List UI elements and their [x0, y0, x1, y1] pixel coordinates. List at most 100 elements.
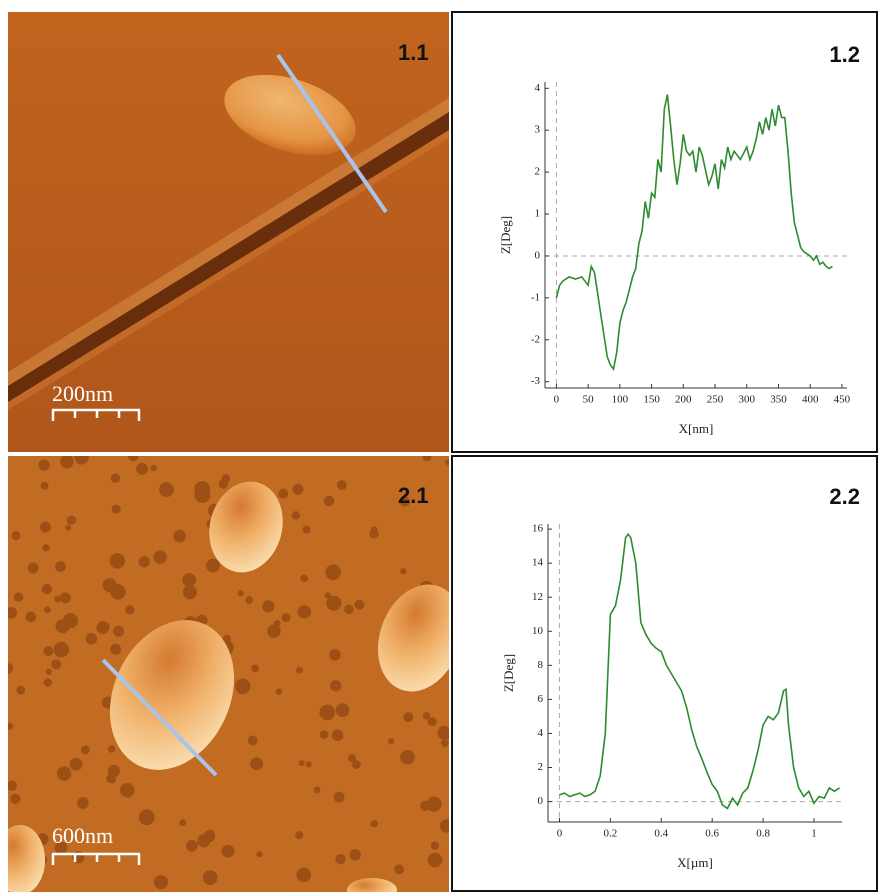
texture-dot: [394, 864, 404, 874]
texture-dot: [245, 596, 253, 604]
texture-dot: [319, 705, 335, 721]
texture-dot: [65, 525, 71, 531]
texture-dot: [60, 592, 71, 603]
y-axis-label: Z[Deg]: [501, 654, 516, 692]
x-tick-label: 300: [739, 394, 756, 406]
x-axis-label: X[µm]: [677, 855, 713, 870]
x-tick-label: 0.8: [756, 828, 770, 840]
texture-dot: [153, 550, 166, 563]
texture-dot: [12, 531, 21, 540]
texture-dot: [182, 573, 196, 587]
x-tick-label: 0.6: [705, 828, 719, 840]
panel-frame: [452, 12, 877, 452]
texture-dot: [336, 703, 350, 717]
x-tick-label: 350: [770, 394, 787, 406]
texture-dot: [44, 606, 51, 613]
texture-dot: [55, 561, 66, 572]
texture-dot: [125, 605, 134, 614]
texture-dot: [251, 665, 259, 673]
texture-dot: [403, 712, 413, 722]
texture-dot: [256, 851, 262, 857]
texture-dot: [349, 849, 360, 860]
texture-dot: [14, 592, 24, 602]
texture-dot: [108, 765, 120, 777]
y-tick-label: 16: [532, 523, 544, 535]
texture-dot: [110, 644, 121, 655]
scale-bar-label: 600nm: [52, 823, 113, 848]
x-axis-label: X[nm]: [679, 421, 714, 436]
texture-dot: [43, 646, 53, 656]
y-axis-label: Z[Deg]: [498, 216, 513, 254]
texture-dot: [186, 840, 198, 852]
texture-dot: [57, 766, 72, 781]
texture-dot: [40, 522, 51, 533]
chart-title: 2.2: [829, 484, 860, 509]
texture-dot: [46, 669, 52, 675]
texture-dot: [250, 757, 263, 770]
texture-dot: [110, 553, 125, 568]
y-tick-label: 0: [535, 249, 541, 261]
texture-dot: [296, 667, 303, 674]
texture-dot: [306, 761, 312, 767]
texture-dot: [299, 760, 305, 766]
texture-dot: [10, 794, 20, 804]
texture-dot: [235, 679, 250, 694]
texture-dot: [44, 678, 52, 686]
y-tick-label: 4: [538, 727, 544, 739]
y-tick-label: 1: [535, 208, 541, 220]
texture-dot: [295, 831, 303, 839]
texture-dot: [334, 792, 345, 803]
texture-dot: [41, 482, 49, 490]
texture-dot: [25, 612, 36, 623]
texture-dot: [292, 511, 300, 519]
y-tick-label: 6: [538, 693, 544, 705]
texture-dot: [238, 590, 244, 596]
texture-dot: [431, 841, 439, 849]
texture-dot: [329, 649, 341, 661]
x-tick-label: 450: [834, 394, 851, 406]
texture-dot: [63, 613, 78, 628]
y-tick-label: 0: [538, 795, 544, 807]
texture-dot: [60, 455, 73, 468]
texture-dot: [332, 729, 344, 741]
texture-dot: [208, 830, 215, 837]
texture-dot: [348, 754, 356, 762]
y-tick-label: -3: [531, 375, 541, 387]
texture-dot: [194, 481, 210, 497]
x-tick-label: 0.2: [603, 828, 617, 840]
texture-dot: [139, 556, 150, 567]
texture-dot: [369, 529, 378, 538]
texture-dot: [337, 480, 347, 490]
texture-dot: [344, 605, 354, 615]
texture-dot: [77, 797, 89, 809]
x-tick-label: 250: [707, 394, 724, 406]
texture-dot: [154, 875, 168, 889]
texture-dot: [113, 626, 124, 637]
texture-dot: [42, 584, 52, 594]
x-tick-label: 100: [612, 394, 629, 406]
texture-dot: [70, 758, 83, 771]
y-tick-label: 2: [535, 166, 541, 178]
texture-dot: [335, 854, 345, 864]
texture-dot: [206, 559, 220, 573]
texture-dot: [120, 783, 135, 798]
x-tick-label: 0: [557, 828, 563, 840]
texture-dot: [292, 484, 303, 495]
y-tick-label: 3: [535, 124, 541, 136]
y-tick-label: 14: [532, 557, 544, 569]
texture-dot: [111, 473, 121, 483]
texture-dot: [400, 568, 406, 574]
texture-dot: [437, 726, 451, 740]
texture-dot: [3, 663, 14, 674]
texture-dot: [203, 870, 218, 885]
x-tick-label: 400: [802, 394, 819, 406]
texture-dot: [426, 797, 441, 812]
x-tick-label: 150: [643, 394, 660, 406]
texture-dot: [428, 853, 443, 868]
texture-dot: [136, 463, 148, 475]
texture-dot: [108, 745, 116, 753]
texture-dot: [173, 530, 186, 543]
texture-dot: [197, 834, 210, 847]
texture-dot: [6, 780, 17, 791]
texture-dot: [103, 623, 109, 629]
